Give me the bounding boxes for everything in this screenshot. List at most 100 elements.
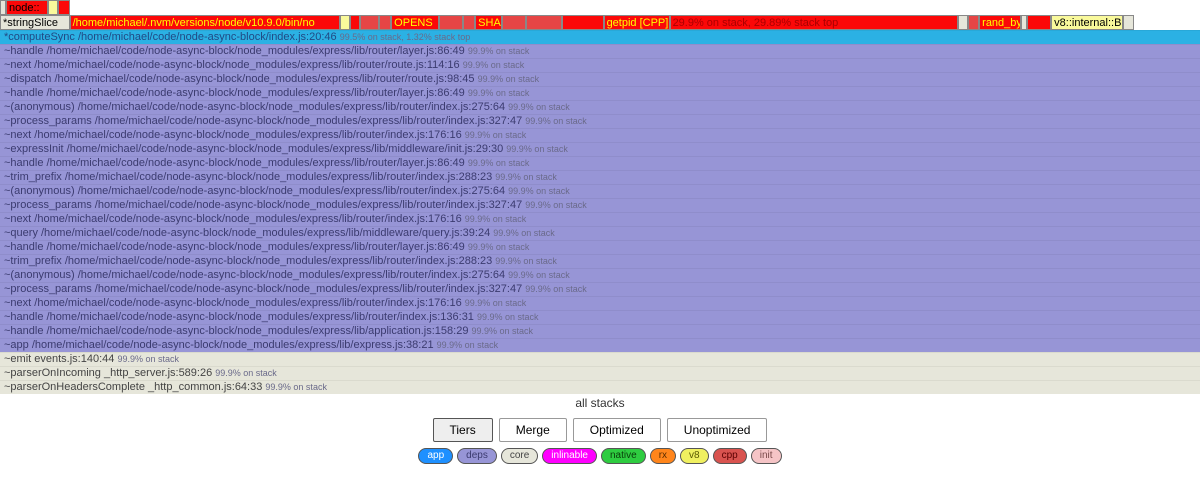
stack-frame-fn: ~query: [4, 227, 41, 239]
stack-frame-fn: ~trim_prefix: [4, 255, 65, 267]
row1-block[interactable]: [968, 15, 979, 30]
stack-frame[interactable]: ~parserOnIncoming _http_server.js:589:26…: [0, 366, 1200, 380]
row1-block[interactable]: [562, 15, 604, 30]
row1-block[interactable]: rand_by: [979, 15, 1021, 30]
row1-block[interactable]: v8::internal::Bu: [1051, 15, 1123, 30]
legend-cpp[interactable]: cpp: [713, 448, 747, 464]
stack-frame-loc: events.js:140:44: [34, 353, 117, 365]
row0-block[interactable]: [70, 0, 1200, 15]
stack-frame-loc: /home/michael/code/node-async-block/node…: [47, 241, 468, 253]
stack-frame-loc: /home/michael/code/node-async-block/node…: [47, 311, 477, 323]
stack-frame-pct: 99.9% on stack: [265, 382, 327, 392]
stack-frame-fn: ~handle: [4, 311, 47, 323]
stack-frame-pct: 99.9% on stack: [525, 284, 587, 294]
legend-v8[interactable]: v8: [680, 448, 709, 464]
stack-frame[interactable]: ~process_params /home/michael/code/node-…: [0, 282, 1200, 296]
stack-frame[interactable]: *computeSync /home/michael/code/node-asy…: [0, 30, 1200, 44]
legend-rx[interactable]: rx: [650, 448, 676, 464]
stack-frame-fn: ~parserOnHeadersComplete: [4, 381, 148, 393]
stack-frame-pct: 99.9% on stack: [117, 354, 179, 364]
row1-block[interactable]: [463, 15, 475, 30]
stack-frame-loc: /home/michael/code/node-async-block/node…: [95, 283, 525, 295]
stack-frame-pct: 99.9% on stack: [215, 368, 277, 378]
row0-block[interactable]: [58, 0, 70, 15]
row1-block[interactable]: [340, 15, 351, 30]
stack-frame-pct: 99.9% on stack: [465, 130, 527, 140]
stack-frame[interactable]: ~process_params /home/michael/code/node-…: [0, 114, 1200, 128]
row1-block[interactable]: [1123, 15, 1134, 30]
stack-frame[interactable]: ~(anonymous) /home/michael/code/node-asy…: [0, 268, 1200, 282]
stack-frame[interactable]: ~next /home/michael/code/node-async-bloc…: [0, 128, 1200, 142]
stack-frame-loc: /home/michael/code/node-async-block/node…: [34, 213, 464, 225]
merge-button[interactable]: Merge: [499, 418, 567, 442]
stack-frame-fn: ~app: [4, 339, 32, 351]
row1-block[interactable]: [958, 15, 969, 30]
stack-frame-pct: 99.9% on stack: [525, 116, 587, 126]
stack-frame[interactable]: ~query /home/michael/code/node-async-blo…: [0, 226, 1200, 240]
stack-frame-fn: ~dispatch: [4, 73, 54, 85]
stack-frame-fn: ~next: [4, 129, 34, 141]
row1-block[interactable]: /home/michael/.nvm/versions/node/v10.9.0…: [70, 15, 340, 30]
block-label: /home/michael/.nvm/versions/node/v10.9.0…: [73, 17, 315, 29]
stack-frame[interactable]: ~app /home/michael/code/node-async-block…: [0, 338, 1200, 352]
stack-frame[interactable]: ~next /home/michael/code/node-async-bloc…: [0, 212, 1200, 226]
row1-block[interactable]: OPENS: [391, 15, 439, 30]
legend-inlinable[interactable]: inlinable: [542, 448, 597, 464]
stack-frame[interactable]: ~next /home/michael/code/node-async-bloc…: [0, 58, 1200, 72]
stack-frame[interactable]: ~next /home/michael/code/node-async-bloc…: [0, 296, 1200, 310]
stack-frame[interactable]: ~process_params /home/michael/code/node-…: [0, 198, 1200, 212]
stack-frame-fn: ~expressInit: [4, 143, 67, 155]
stack-frame-fn: ~process_params: [4, 199, 95, 211]
stack-frame[interactable]: ~(anonymous) /home/michael/code/node-asy…: [0, 100, 1200, 114]
stack-frame-pct: 99.9% on stack: [468, 88, 530, 98]
stack-frame[interactable]: ~handle /home/michael/code/node-async-bl…: [0, 86, 1200, 100]
stack-frame[interactable]: ~handle /home/michael/code/node-async-bl…: [0, 44, 1200, 58]
row1-block[interactable]: [502, 15, 526, 30]
row1-block[interactable]: [439, 15, 463, 30]
stack-frame-loc: /home/michael/code/node-async-block/node…: [78, 269, 508, 281]
optimized-button[interactable]: Optimized: [573, 418, 661, 442]
unoptimized-button[interactable]: Unoptimized: [667, 418, 768, 442]
flamegraph-row-0: node::: [0, 0, 1200, 15]
legend-core[interactable]: core: [501, 448, 538, 464]
stack-frame-loc: /home/michael/code/node-async-block/node…: [67, 143, 507, 155]
stack-frame-fn: ~trim_prefix: [4, 171, 65, 183]
stack-frame[interactable]: ~parserOnHeadersComplete _http_common.js…: [0, 380, 1200, 394]
stack-frame[interactable]: ~handle /home/michael/code/node-async-bl…: [0, 310, 1200, 324]
stack-frame[interactable]: ~emit events.js:140:44 99.9% on stack: [0, 352, 1200, 366]
footer-label: all stacks: [0, 394, 1200, 412]
stack-frame-pct: 99.9% on stack: [493, 228, 555, 238]
stack-frame-pct: 99.9% on stack: [468, 46, 530, 56]
row1-block[interactable]: [526, 15, 562, 30]
stack-frame-fn: ~handle: [4, 325, 47, 337]
row1-block[interactable]: [379, 15, 391, 30]
row1-block[interactable]: [360, 15, 379, 30]
row0-block[interactable]: [48, 0, 58, 15]
row1-block[interactable]: 29.9% on stack, 29.89% stack top: [670, 15, 958, 30]
row1-block[interactable]: getpid [CPP]: [604, 15, 670, 30]
stack-frame-loc: /home/michael/code/node-async-block/node…: [47, 87, 468, 99]
stack-frame-pct: 99.9% on stack: [508, 270, 570, 280]
tiers-button[interactable]: Tiers: [433, 418, 493, 442]
stack-frame[interactable]: ~trim_prefix /home/michael/code/node-asy…: [0, 254, 1200, 268]
row1-block[interactable]: [350, 15, 360, 30]
stack-frame-loc: /home/michael/code/node-async-block/node…: [34, 59, 462, 71]
row0-block[interactable]: node::: [6, 0, 48, 15]
stack-frame[interactable]: ~expressInit /home/michael/code/node-asy…: [0, 142, 1200, 156]
legend-native[interactable]: native: [601, 448, 646, 464]
legend-deps[interactable]: deps: [457, 448, 497, 464]
stack-frame[interactable]: ~trim_prefix /home/michael/code/node-asy…: [0, 170, 1200, 184]
stack-frame[interactable]: ~handle /home/michael/code/node-async-bl…: [0, 156, 1200, 170]
legend-init[interactable]: init: [751, 448, 782, 464]
stack-frame-pct: 99.9% on stack: [506, 144, 568, 154]
stack-frame[interactable]: ~dispatch /home/michael/code/node-async-…: [0, 72, 1200, 86]
row1-block[interactable]: [1027, 15, 1051, 30]
legend-app[interactable]: app: [418, 448, 453, 464]
row1-block[interactable]: SHA: [475, 15, 501, 30]
stack-frame[interactable]: ~(anonymous) /home/michael/code/node-asy…: [0, 184, 1200, 198]
flamegraph-row-1: *stringSlice/home/michael/.nvm/versions/…: [0, 15, 1200, 30]
row1-block[interactable]: *stringSlice: [0, 15, 70, 30]
stack-frame-pct: 99.9% on stack: [478, 74, 540, 84]
stack-frame[interactable]: ~handle /home/michael/code/node-async-bl…: [0, 240, 1200, 254]
stack-frame[interactable]: ~handle /home/michael/code/node-async-bl…: [0, 324, 1200, 338]
